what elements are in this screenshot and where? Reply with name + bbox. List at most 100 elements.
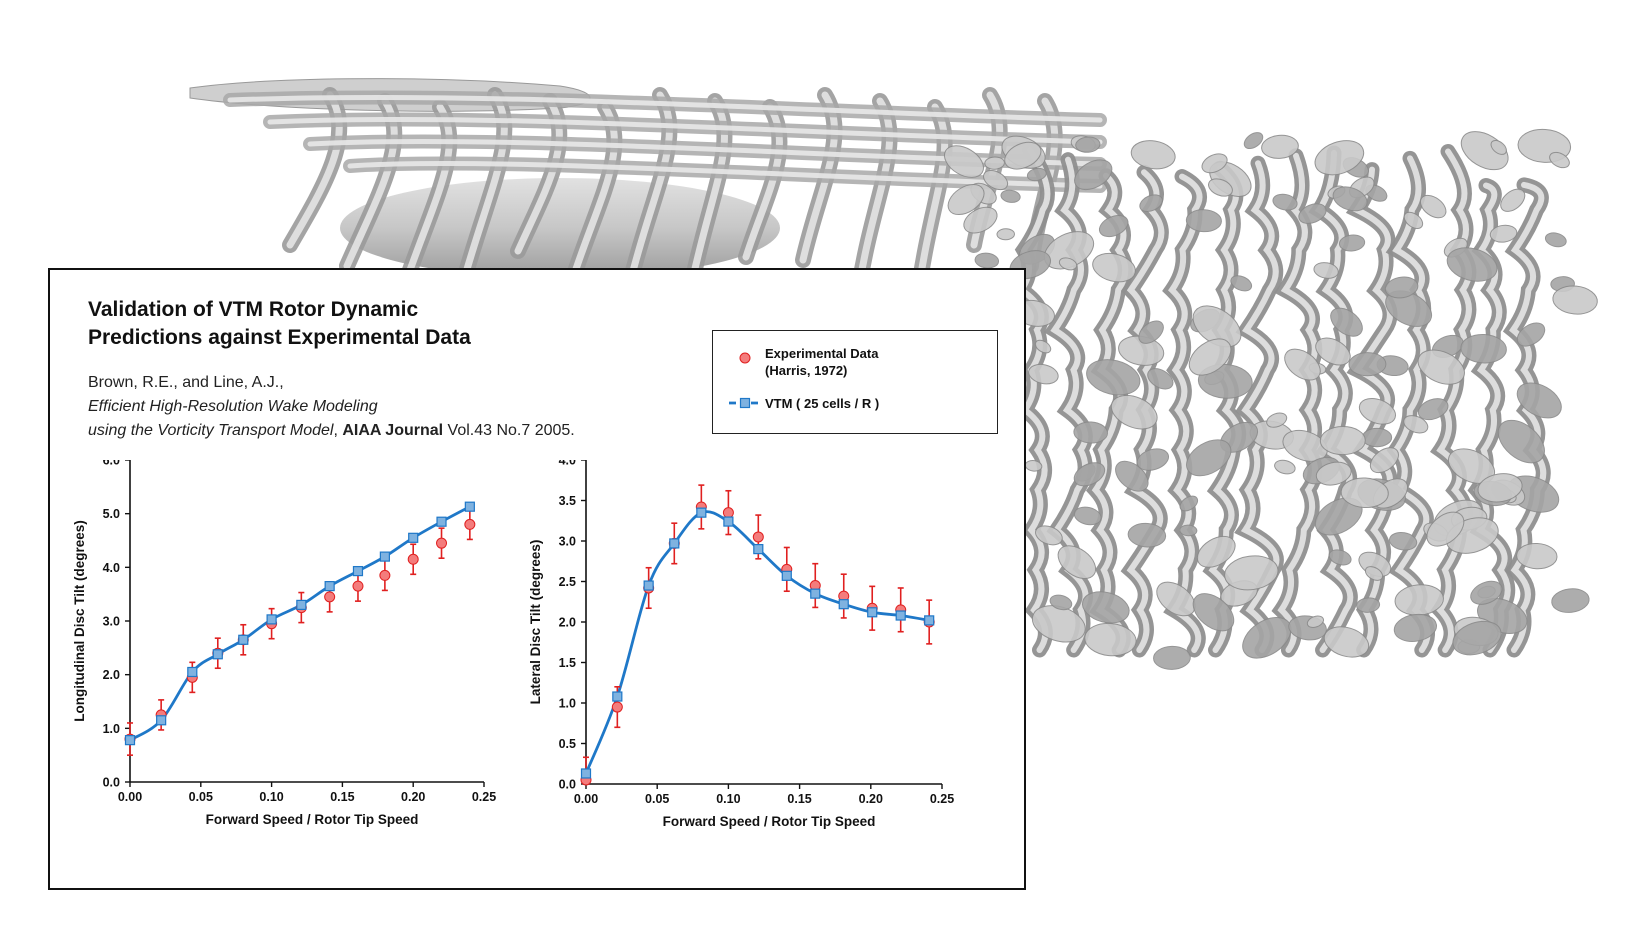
vtm-point: [810, 588, 821, 599]
turbulence-blob: [1004, 141, 1042, 170]
turbulence-blob: [1330, 307, 1363, 337]
far-wake-vortex-highlight: [1277, 152, 1319, 653]
vtm-point: [895, 610, 906, 621]
turbulence-blob: [1544, 232, 1567, 248]
experimental-point: [436, 537, 448, 549]
y-tick-label: 2.0: [559, 616, 576, 630]
y-tick-label: 0.0: [103, 776, 120, 790]
turbulence-blob: [1452, 620, 1502, 656]
turbulence-blob: [1272, 193, 1298, 211]
y-axis-label: Lateral Disc Tilt (degrees): [530, 540, 543, 705]
vtm-point: [838, 599, 849, 610]
citation-paper-title-1: Efficient High-Resolution Wake Modeling: [88, 398, 378, 415]
vtm-point: [324, 581, 335, 592]
turbulence-blob: [1186, 439, 1232, 477]
vtm-point: [669, 538, 680, 549]
turbulence-blob: [1403, 415, 1429, 434]
x-tick-label: 0.25: [930, 792, 954, 806]
root-vortex-highlight: [267, 116, 1103, 145]
y-tick-label: 5.0: [103, 507, 120, 521]
turbulence-blob: [1364, 566, 1384, 581]
vtm-point: [124, 735, 136, 746]
longitudinal-tilt-chart: 0.0 1.0 2.0 3.0 4.0 5.0 6.0 0.00 0.05 0.10 0.15 0.2…: [72, 460, 496, 827]
legend-experimental-label-1: Experimental Data: [765, 346, 879, 361]
y-tick-label: 4.0: [103, 561, 120, 575]
turbulence-blob: [1284, 348, 1321, 381]
citation-volume: Vol.43 No.7 2005.: [443, 422, 575, 439]
vtm-point: [352, 565, 364, 577]
y-tick-label: 2.5: [559, 575, 576, 589]
vtm-point: [436, 516, 447, 527]
turbulence-blob: [1358, 397, 1397, 425]
turbulence-blob: [1516, 542, 1558, 570]
turbulence-blob: [1417, 349, 1465, 385]
turbulence-blob: [1058, 257, 1078, 271]
turbulence-blob: [1426, 511, 1465, 547]
lateral-tilt-chart: 0.0 0.5 1.0 1.5 2.0 2.5 3.0 3.5 4.0 0.00 0.05 0.10 0…: [530, 460, 954, 829]
turbulence-blob: [1306, 615, 1325, 628]
far-wake-vortex-highlight: [1508, 181, 1547, 653]
vtm-point: [643, 580, 654, 591]
turbulence-blob: [1419, 194, 1447, 219]
turbulence-blob: [1026, 167, 1047, 182]
vtm-point: [696, 507, 707, 518]
vtm-point: [212, 649, 223, 660]
turbulence-blob: [1338, 234, 1366, 252]
vtm-point: [867, 607, 878, 618]
y-tick-label: 4.0: [559, 460, 576, 468]
vtm-point: [156, 715, 167, 726]
turbulence-blob: [1549, 151, 1570, 169]
turbulence-blob: [1356, 597, 1381, 613]
turbulence-blob: [1266, 412, 1288, 428]
vtm-point: [753, 543, 764, 555]
turbulence-blob: [1470, 580, 1503, 605]
turbulence-blob: [1319, 426, 1366, 456]
vortex-tube-highlight: [286, 91, 343, 249]
turbulence-blob: [947, 184, 985, 216]
turbulence-blob: [1179, 524, 1198, 537]
turbulence-blob: [1153, 645, 1191, 670]
experimental-point: [324, 591, 336, 603]
turbulence-blob: [1081, 591, 1130, 624]
turbulence-blob: [1403, 211, 1424, 229]
x-tick-label: 0.15: [330, 790, 354, 804]
x-tick-label: 0.10: [716, 792, 740, 806]
turbulence-blob: [1340, 477, 1389, 509]
turbulence-blob: [1028, 363, 1059, 385]
experimental-point: [407, 553, 419, 565]
legend-experimental-label-2: (Harris, 1972): [765, 363, 848, 378]
vtm-point: [464, 501, 475, 512]
y-tick-label: 1.5: [559, 656, 576, 670]
turbulence-blob: [1500, 188, 1526, 212]
turbulence-blob: [1156, 581, 1196, 617]
citation-authors: Brown, R.E., and Line, A.J.,: [88, 374, 284, 391]
vtm-point: [580, 768, 592, 779]
vtm-series-line: [129, 505, 471, 742]
turbulence-blob: [1261, 134, 1299, 159]
turbulence-blob: [1073, 421, 1109, 444]
turbulence-blob: [1098, 215, 1129, 238]
turbulence-blob: [1139, 194, 1163, 213]
turbulence-blob: [1393, 613, 1438, 642]
turbulence-blob: [1034, 339, 1052, 354]
turbulence-blob: [1274, 459, 1296, 475]
far-wake-vortex-highlight: [1168, 173, 1203, 653]
turbulence-blob: [1185, 209, 1222, 233]
x-tick-label: 0.25: [472, 790, 496, 804]
turbulence-blob: [1224, 555, 1279, 591]
citation-separator: ,: [333, 422, 343, 439]
turbulence-blob: [1361, 427, 1393, 448]
turbulence-blob: [1552, 285, 1598, 315]
vtm-point: [723, 516, 734, 527]
chart-legend: Experimental Data (Harris, 1972) VTM ( 2…: [712, 330, 998, 434]
turbulence-blob: [1243, 132, 1264, 150]
turbulence-blob: [943, 145, 984, 178]
root-vortex-highlight: [347, 160, 1103, 189]
turbulence-blob: [1000, 189, 1021, 203]
turbulence-blob: [1313, 262, 1339, 279]
panel-title-line-2: Predictions against Experimental Data: [88, 326, 471, 349]
experimental-point: [611, 701, 623, 713]
turbulence-blob: [1110, 394, 1158, 430]
far-wake-vortex-highlight: [1314, 150, 1354, 653]
